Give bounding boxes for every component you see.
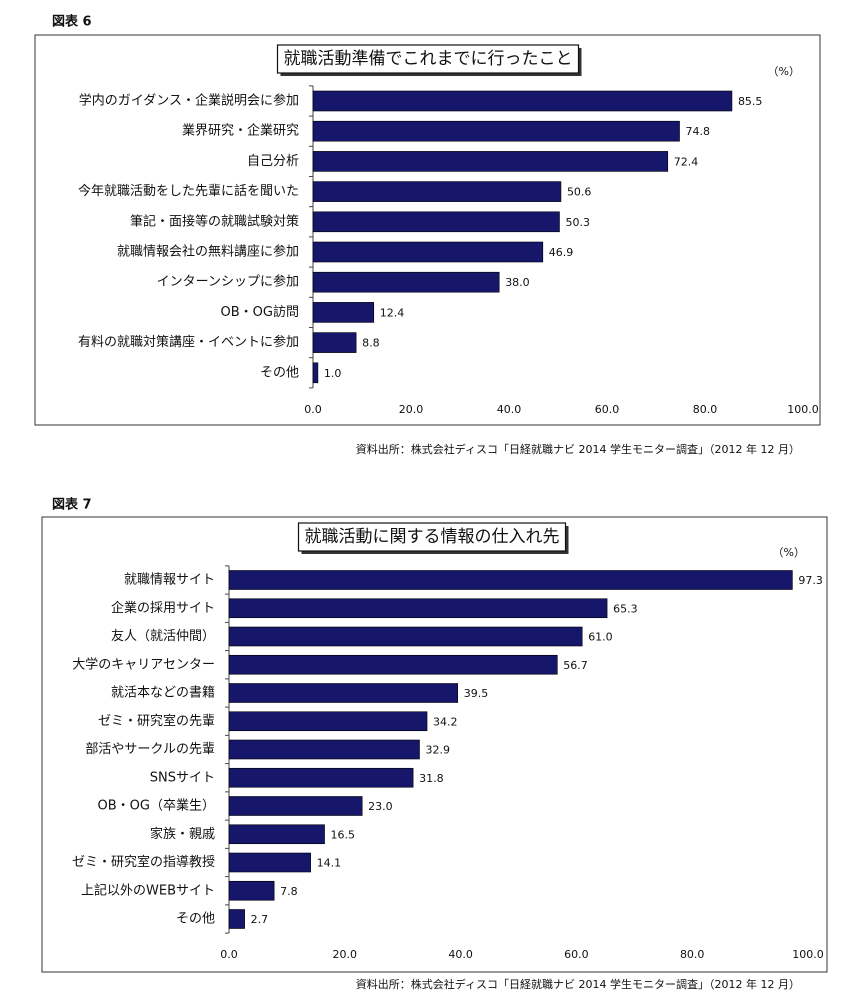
- category-label: 学内のガイダンス・企業説明会に参加: [79, 93, 299, 109]
- unit-label: （%）: [773, 546, 805, 559]
- source-note: 資料出所：株式会社ディスコ「日経就職ナビ 2014 学生モニター調査」（2012…: [356, 977, 800, 991]
- bar: [312, 90, 733, 112]
- category-label: ゼミ・研究室の指導教授: [72, 854, 215, 870]
- x-tick-label: 80.0: [680, 948, 705, 961]
- title-box: [276, 44, 580, 74]
- bar: [312, 271, 500, 293]
- bar: [228, 909, 245, 929]
- value-label: 14.1: [317, 857, 342, 870]
- x-tick-label: 40.0: [497, 403, 522, 416]
- category-label: OB・OG（卒業生）: [98, 798, 215, 814]
- chart-frame: [34, 34, 821, 426]
- category-label: 部活やサークルの先輩: [85, 742, 215, 757]
- x-tick-label: 80.0: [693, 403, 718, 416]
- value-label: 7.8: [280, 885, 298, 898]
- bar: [312, 362, 319, 384]
- value-label: 23.0: [368, 800, 393, 813]
- title-box: [297, 522, 567, 552]
- category-label: その他: [176, 912, 215, 927]
- figure-label: 図表 6: [52, 14, 92, 30]
- unit-label: （%）: [768, 65, 800, 78]
- category-label: 上記以外のWEBサイト: [81, 882, 215, 898]
- source-note: 資料出所：株式会社ディスコ「日経就職ナビ 2014 学生モニター調査」（2012…: [356, 442, 800, 456]
- bar: [228, 683, 459, 703]
- chart-frame: [41, 516, 828, 973]
- x-tick-label: 0.0: [220, 948, 238, 961]
- value-label: 85.5: [738, 95, 763, 108]
- bar: [312, 211, 560, 233]
- value-label: 56.7: [563, 659, 588, 672]
- bar: [312, 332, 357, 353]
- value-label: 8.8: [362, 337, 380, 350]
- category-label: その他: [260, 365, 299, 380]
- category-label: 友人（就活仲間）: [111, 628, 215, 644]
- value-label: 46.9: [549, 246, 574, 259]
- bar: [228, 880, 275, 901]
- x-tick-label: 60.0: [595, 403, 620, 416]
- category-label: 企業の採用サイト: [111, 600, 215, 616]
- bar: [312, 181, 562, 202]
- category-label: OB・OG訪問: [221, 304, 299, 320]
- value-label: 50.3: [565, 216, 590, 229]
- bar: [228, 626, 583, 647]
- bar: [228, 796, 363, 816]
- bar: [312, 120, 680, 142]
- value-label: 1.0: [324, 367, 342, 380]
- value-label: 16.5: [331, 828, 356, 841]
- category-label: 就職情報会社の無料講座に参加: [117, 244, 299, 260]
- value-label: 31.8: [419, 772, 444, 785]
- value-label: 74.8: [686, 125, 711, 138]
- bar: [228, 711, 428, 732]
- category-label: 自己分析: [247, 154, 299, 169]
- x-tick-label: 60.0: [564, 948, 589, 961]
- x-tick-label: 20.0: [333, 948, 358, 961]
- value-label: 39.5: [464, 687, 489, 700]
- value-label: 50.6: [567, 186, 592, 199]
- chart-title: 就職活動に関する情報の仕入れ先: [305, 527, 560, 547]
- bar: [228, 598, 608, 619]
- value-label: 2.7: [251, 913, 269, 926]
- x-tick-label: 20.0: [399, 403, 424, 416]
- x-tick-label: 100.0: [787, 403, 819, 416]
- category-label: 業界研究・企業研究: [182, 123, 299, 139]
- category-label: 大学のキャリアセンター: [72, 656, 215, 672]
- category-label: 今年就職活動をした先輩に話を聞いた: [78, 183, 299, 199]
- category-label: SNSサイト: [150, 770, 215, 785]
- value-label: 12.4: [380, 306, 405, 319]
- category-label: ゼミ・研究室の先輩: [98, 713, 215, 729]
- value-label: 34.2: [433, 715, 458, 728]
- chart-title: 就職活動準備でこれまでに行ったこと: [284, 49, 573, 69]
- bar: [312, 151, 669, 172]
- bar: [312, 302, 375, 323]
- value-label: 61.0: [588, 631, 613, 644]
- bar: [228, 767, 414, 788]
- x-tick-label: 40.0: [448, 948, 473, 961]
- category-label: インターンシップに参加: [157, 274, 299, 290]
- value-label: 38.0: [505, 276, 530, 289]
- x-tick-label: 0.0: [304, 403, 322, 416]
- bar: [312, 241, 544, 263]
- bar: [228, 852, 311, 873]
- bar: [228, 570, 793, 590]
- bar: [228, 654, 558, 675]
- value-label: 97.3: [798, 574, 823, 587]
- value-label: 65.3: [613, 602, 638, 615]
- bar: [228, 739, 420, 760]
- value-label: 72.4: [674, 155, 699, 168]
- figure-label: 図表 7: [52, 497, 92, 513]
- category-label: 就活本などの書籍: [111, 685, 215, 701]
- category-label: 有料の就職対策講座・イベントに参加: [78, 334, 299, 350]
- category-label: 筆記・面接等の就職試験対策: [130, 213, 299, 229]
- category-label: 就職情報サイト: [124, 573, 215, 588]
- x-tick-label: 100.0: [792, 948, 824, 961]
- value-label: 32.9: [425, 744, 450, 757]
- bar: [228, 824, 325, 845]
- category-label: 家族・親戚: [150, 826, 215, 842]
